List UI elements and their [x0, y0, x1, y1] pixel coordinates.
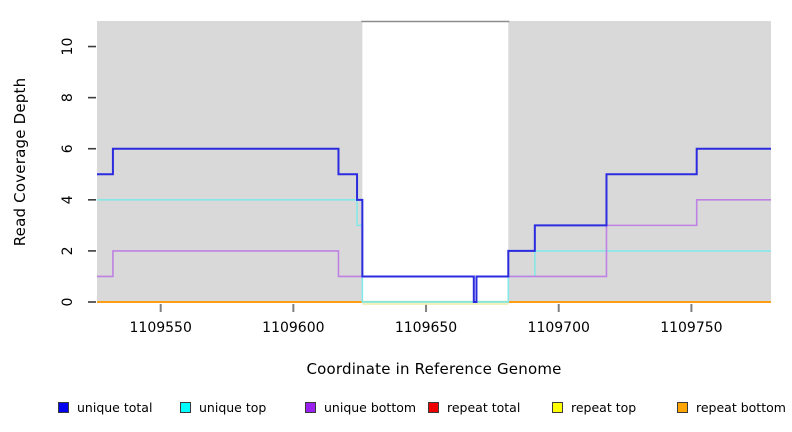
legend-swatch-icon [428, 401, 439, 413]
legend-swatch-icon [677, 401, 688, 413]
legend-item-unique-bottom: unique bottom [305, 398, 416, 416]
shaded-mappability-region [97, 21, 363, 302]
y-tick-label: 10 [60, 38, 76, 56]
y-tick-label: 0 [60, 298, 76, 307]
x-tick-label: 1109750 [660, 320, 722, 336]
legend-label: unique top [199, 399, 267, 415]
series-line-unique-total [97, 147, 771, 303]
legend-swatch-icon [552, 401, 563, 413]
y-axis-title: Read Coverage Depth [11, 77, 29, 247]
legend-swatch-icon [180, 401, 191, 413]
series-line-unique-top [97, 199, 771, 303]
chart-legend: unique total unique top unique bottom repea… [0, 398, 792, 420]
y-tick-label: 4 [60, 195, 76, 204]
legend-item-repeat-bottom: repeat bottom [677, 398, 786, 416]
legend-item-repeat-total: repeat total [428, 398, 520, 416]
x-tick-label: 1109700 [528, 320, 590, 336]
legend-item-unique-top: unique top [180, 398, 266, 416]
legend-label: repeat bottom [696, 399, 786, 415]
x-tick-label: 1109600 [262, 320, 324, 336]
x-tick-label: 1109650 [395, 320, 457, 336]
legend-item-unique-total: unique total [58, 398, 152, 416]
y-tick-label: 8 [60, 93, 76, 102]
legend-label: repeat top [571, 399, 637, 415]
x-axis-title: Coordinate in Reference Genome [306, 360, 562, 378]
legend-swatch-icon [58, 401, 69, 413]
legend-label: repeat total [447, 399, 521, 415]
legend-item-repeat-top: repeat top [552, 398, 636, 416]
legend-swatch-icon [305, 401, 316, 413]
y-tick-label: 6 [60, 144, 76, 153]
legend-label: unique bottom [324, 399, 417, 415]
x-tick-label: 1109550 [130, 320, 192, 336]
legend-label: unique total [77, 399, 153, 415]
y-tick-label: 2 [60, 246, 76, 255]
shaded-mappability-region [508, 21, 771, 302]
